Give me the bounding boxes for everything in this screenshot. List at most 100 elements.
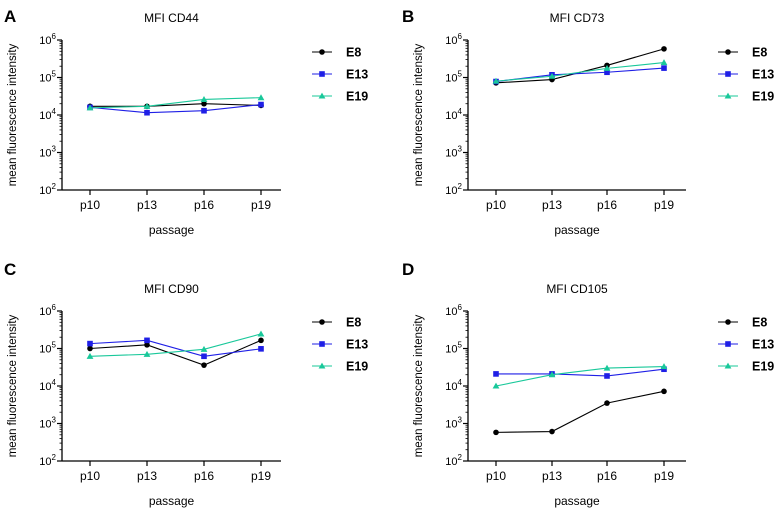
series-e19 — [86, 94, 265, 111]
chart-panel-c: C MFI CD90 102 103 104 105 106 mean fluorescenc… — [4, 260, 368, 508]
legend-marker — [319, 71, 325, 77]
data-point — [258, 337, 264, 344]
data-point — [604, 69, 610, 76]
series-e8 — [493, 46, 667, 86]
data-point — [604, 400, 610, 406]
y-tick-label: 103 — [39, 416, 56, 431]
y-tick-label: 104 — [445, 107, 462, 122]
legend-entry-e8: E8 — [312, 316, 361, 330]
x-tick-label: p10 — [486, 198, 506, 212]
x-tick-label: p16 — [597, 469, 617, 483]
y-tick-label: 106 — [445, 32, 462, 47]
legend-marker — [318, 362, 326, 369]
chart-panel-b: B MFI CD73 102 103 104 105 106 mean fluorescenc… — [402, 7, 774, 237]
legend-label: E13 — [346, 68, 368, 82]
x-axis-label: passage — [149, 494, 195, 508]
legend-label: E19 — [346, 90, 368, 104]
series-line — [89, 339, 262, 357]
legend-marker — [725, 319, 731, 325]
series-line — [89, 103, 262, 114]
y-axis-label: mean fluorescence intensity — [7, 43, 19, 186]
legend-entry-e19: E19 — [718, 360, 774, 374]
y-tick-label: 103 — [39, 145, 56, 160]
legend-marker — [725, 341, 731, 347]
data-point — [144, 109, 150, 116]
y-axis-label: mean fluorescence intensity — [413, 314, 425, 457]
data-point — [200, 96, 208, 102]
data-point — [143, 102, 151, 109]
x-tick-label: p19 — [654, 469, 674, 483]
series-line — [89, 333, 262, 357]
legend-marker — [319, 49, 325, 55]
series-e19 — [492, 363, 668, 389]
data-point — [258, 346, 264, 352]
data-point — [492, 382, 500, 389]
y-tick-label: 105 — [445, 341, 462, 356]
legend-marker — [724, 362, 732, 369]
series-line — [90, 103, 262, 107]
x-tick-label: p16 — [194, 198, 214, 212]
y-tick-label: 104 — [445, 378, 462, 393]
chart-title: MFI CD90 — [144, 282, 199, 296]
y-tick-label: 102 — [39, 453, 56, 468]
y-tick-label: 106 — [445, 303, 462, 318]
legend-entry-e13: E13 — [718, 68, 774, 82]
x-tick-label: p19 — [251, 198, 271, 212]
legend-label: E19 — [346, 360, 368, 374]
data-point — [200, 345, 208, 352]
series-line — [495, 390, 665, 433]
y-tick-label: 105 — [445, 70, 462, 85]
legend-label: E8 — [752, 316, 767, 330]
panel-letter: B — [402, 7, 414, 26]
data-point — [144, 337, 150, 344]
series-line — [495, 366, 665, 387]
y-tick-label: 105 — [39, 341, 56, 356]
panel-letter: D — [402, 260, 414, 279]
y-tick-label: 104 — [39, 378, 56, 393]
chart-title: MFI CD73 — [550, 11, 605, 25]
y-tick-label: 102 — [39, 182, 56, 197]
legend-entry-e19: E19 — [312, 90, 368, 104]
data-point — [492, 77, 500, 84]
legend-marker — [319, 341, 325, 347]
data-point — [143, 350, 151, 357]
legend-marker — [319, 319, 325, 325]
data-point — [201, 100, 207, 107]
series-line — [89, 97, 262, 109]
series-line — [89, 339, 262, 366]
legend-entry-e8: E8 — [312, 46, 361, 60]
data-point — [603, 364, 611, 371]
legend-entry-e19: E19 — [312, 360, 368, 374]
data-point — [604, 373, 610, 379]
y-tick-label: 106 — [39, 303, 56, 318]
x-tick-label: p19 — [654, 198, 674, 212]
data-point — [201, 353, 207, 360]
x-tick-label: p16 — [597, 198, 617, 212]
y-tick-label: 106 — [39, 32, 56, 47]
legend-label: E8 — [752, 46, 767, 60]
legend-marker — [318, 92, 326, 99]
data-point — [549, 428, 555, 435]
y-tick-label: 105 — [39, 70, 56, 85]
data-point — [201, 362, 207, 368]
panel-letter: A — [4, 7, 16, 26]
legend-entry-e13: E13 — [312, 68, 368, 82]
x-tick-label: p10 — [80, 469, 100, 483]
data-point — [661, 46, 667, 52]
y-tick-label: 103 — [445, 145, 462, 160]
data-point — [548, 371, 556, 378]
chart-title: MFI CD44 — [144, 11, 199, 25]
series-e13 — [87, 101, 264, 116]
x-tick-label: p13 — [542, 198, 562, 212]
series-e13 — [87, 337, 264, 360]
x-tick-label: p16 — [194, 469, 214, 483]
x-tick-label: p10 — [486, 469, 506, 483]
data-point — [144, 342, 150, 348]
legend-label: E8 — [346, 316, 361, 330]
y-axis-label: mean fluorescence intensity — [7, 314, 19, 457]
series-e13 — [493, 366, 667, 379]
x-tick-label: p19 — [251, 469, 271, 483]
data-point — [660, 363, 668, 370]
legend-label: E13 — [752, 68, 774, 82]
